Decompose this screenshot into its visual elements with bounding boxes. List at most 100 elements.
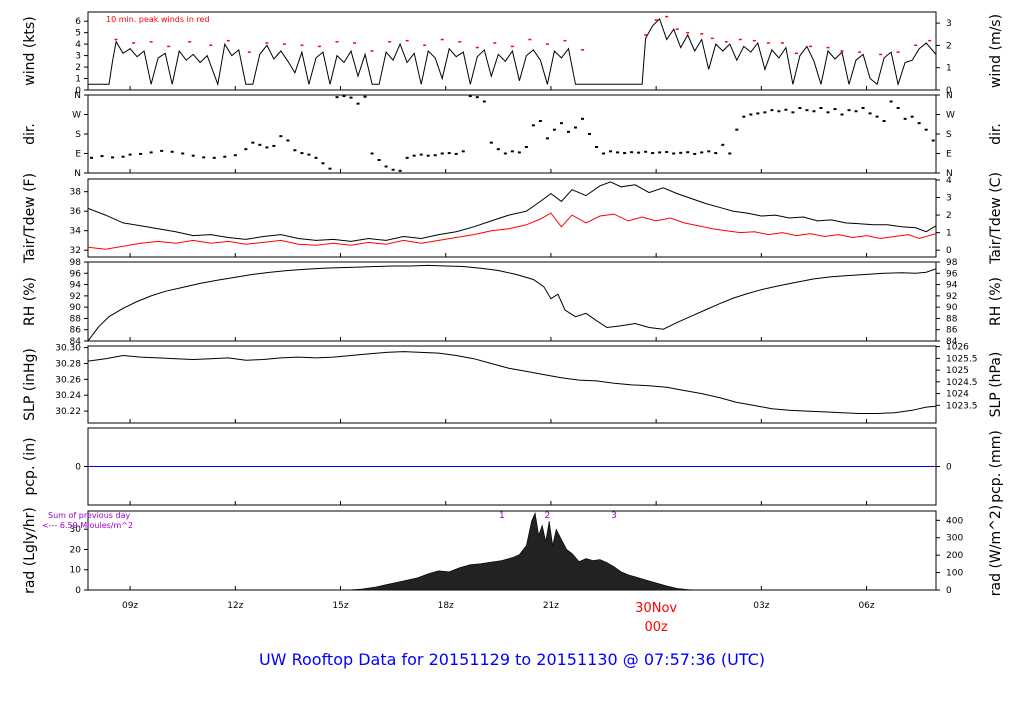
right-tick-label: 200: [946, 551, 963, 561]
left-tick-label: 98: [70, 258, 82, 268]
dir-point: [286, 139, 290, 142]
dir-point: [854, 110, 858, 113]
dir-point: [447, 152, 451, 155]
dir-point: [559, 122, 563, 125]
ylabel-left: SLP (inHg): [22, 348, 38, 421]
time-tick-label: 03z: [753, 601, 769, 611]
dir-point: [882, 120, 886, 122]
series-line: [88, 181, 936, 242]
dir-point: [566, 130, 570, 133]
series-line: [88, 351, 936, 414]
dir-point: [265, 146, 269, 149]
dir-point: [100, 155, 104, 158]
dir-point: [496, 148, 500, 151]
dir-point: [861, 107, 865, 109]
left-tick-label: E: [75, 150, 81, 160]
dir-point: [440, 152, 444, 155]
right-tick-label: 0: [946, 586, 952, 596]
dir-point: [728, 152, 732, 155]
dir-point: [342, 95, 346, 98]
dir-point: [111, 156, 115, 159]
dir-point: [293, 149, 297, 152]
right-tick-label: 2: [946, 211, 952, 221]
dir-point: [924, 128, 928, 131]
dir-point: [630, 151, 634, 154]
series-line: [88, 264, 936, 341]
left-tick-label: 96: [70, 269, 82, 279]
dir-point: [637, 151, 641, 154]
dir-point: [160, 149, 164, 152]
right-tick-label: N: [946, 169, 953, 179]
time-tick-label: 15z: [332, 601, 348, 611]
right-tick-label: 94: [946, 281, 958, 291]
dir-point: [412, 154, 416, 157]
left-tick-label: 0: [75, 86, 81, 96]
left-tick-label: 92: [70, 292, 81, 302]
left-tick-label: 0: [75, 586, 81, 596]
right-tick-label: 92: [946, 292, 957, 302]
series-line: [88, 17, 936, 87]
dir-point: [819, 107, 823, 109]
dir-point: [623, 152, 627, 155]
dir-point: [552, 128, 556, 131]
ylabel-right: RH (%): [988, 277, 1004, 326]
left-tick-label: 90: [70, 303, 82, 313]
dir-point: [588, 133, 592, 135]
dir-point: [90, 156, 94, 159]
dir-point: [419, 153, 423, 156]
ylabel-left: pcp. (in): [22, 437, 38, 495]
dir-point: [461, 150, 465, 153]
dir-point: [686, 151, 690, 154]
dir-point: [658, 151, 662, 154]
ylabel-left: dir.: [22, 123, 38, 145]
dir-point: [370, 152, 374, 155]
right-tick-label: 1: [946, 229, 952, 239]
chart-title: UW Rooftop Data for 20151129 to 20151130…: [258, 650, 766, 669]
dir-point: [798, 107, 802, 109]
dir-point: [307, 153, 311, 156]
dir-point: [321, 162, 325, 165]
dir-point: [314, 156, 318, 159]
right-tick-label: 400: [946, 516, 963, 526]
right-tick-label: N: [946, 91, 953, 101]
dir-point: [833, 108, 837, 111]
panel-frame: [87, 345, 937, 424]
right-tick-label: 100: [946, 569, 963, 579]
ylabel-left: rad (Lgly/hr): [22, 507, 38, 594]
dir-point: [244, 148, 248, 151]
left-tick-label: 30: [70, 525, 82, 535]
dir-point: [791, 111, 795, 114]
dir-point: [223, 155, 227, 158]
dir-point: [545, 137, 549, 140]
right-tick-label: 86: [946, 326, 958, 336]
dir-point: [714, 152, 718, 155]
right-tick-label: 1026: [946, 343, 969, 353]
dir-point: [384, 165, 388, 168]
left-tick-label: 30.22: [55, 407, 81, 417]
series-group: [88, 264, 936, 341]
right-tick-label: W: [946, 111, 955, 121]
dir-point: [665, 150, 669, 153]
dir-point: [651, 152, 655, 155]
left-tick-label: 94: [70, 281, 82, 291]
right-tick-label: 1023.5: [946, 401, 978, 411]
dir-point: [202, 156, 206, 159]
dir-point: [121, 155, 125, 158]
left-tick-label: 34: [70, 227, 82, 237]
left-tick-label: 20: [70, 545, 82, 555]
dir-point: [258, 143, 262, 146]
dir-point: [616, 151, 620, 154]
dir-point: [531, 124, 535, 127]
dir-point: [910, 115, 914, 118]
dir-point: [517, 151, 521, 154]
right-tick-label: 0: [946, 246, 952, 256]
left-tick-label: 30.28: [55, 359, 81, 369]
dir-point: [139, 152, 143, 155]
dir-point: [489, 141, 493, 144]
dir-point: [896, 107, 900, 109]
dir-point: [128, 153, 132, 156]
dir-point: [405, 156, 409, 159]
time-tick-label: 06z: [858, 601, 874, 611]
